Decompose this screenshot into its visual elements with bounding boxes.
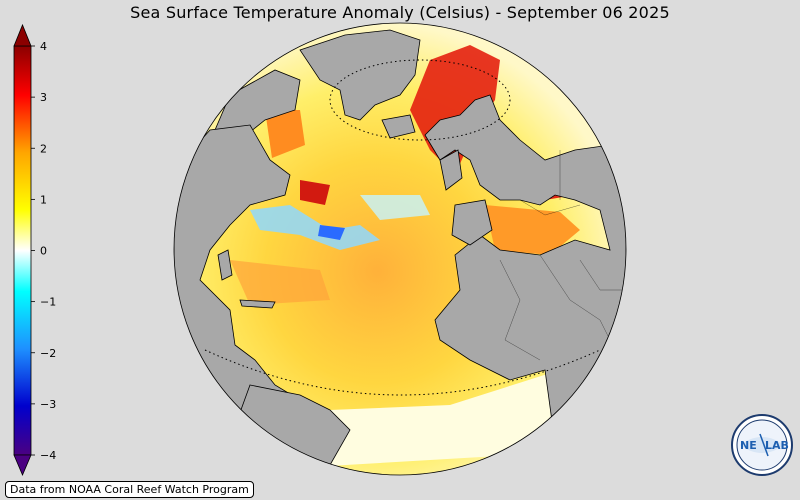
colorbar-tick-label: 0 [40,245,47,258]
colorbar-tick-label: 1 [40,193,47,206]
colorbar-tick-label: −3 [40,398,56,411]
colorbar-tick-label: −4 [40,449,56,462]
colorbar-tick-label: 2 [40,142,47,155]
colorbar-tick-label: 4 [40,40,47,53]
colorbar-tick-label: −1 [40,296,56,309]
nelab-logo-icon: NE LAB [731,414,793,476]
logo-text-right: LAB [765,439,789,452]
data-credit: Data from NOAA Coral Reef Watch Program [5,481,254,498]
logo-text-left: NE [740,439,757,452]
map-title: Sea Surface Temperature Anomaly (Celsius… [130,3,670,22]
colorbar: 4 3 2 1 0 −1 −2 −3 −4 [13,23,56,477]
globe [174,23,626,475]
colorbar-tick-label: 3 [40,91,47,104]
colorbar-tick-label: −2 [40,347,56,360]
